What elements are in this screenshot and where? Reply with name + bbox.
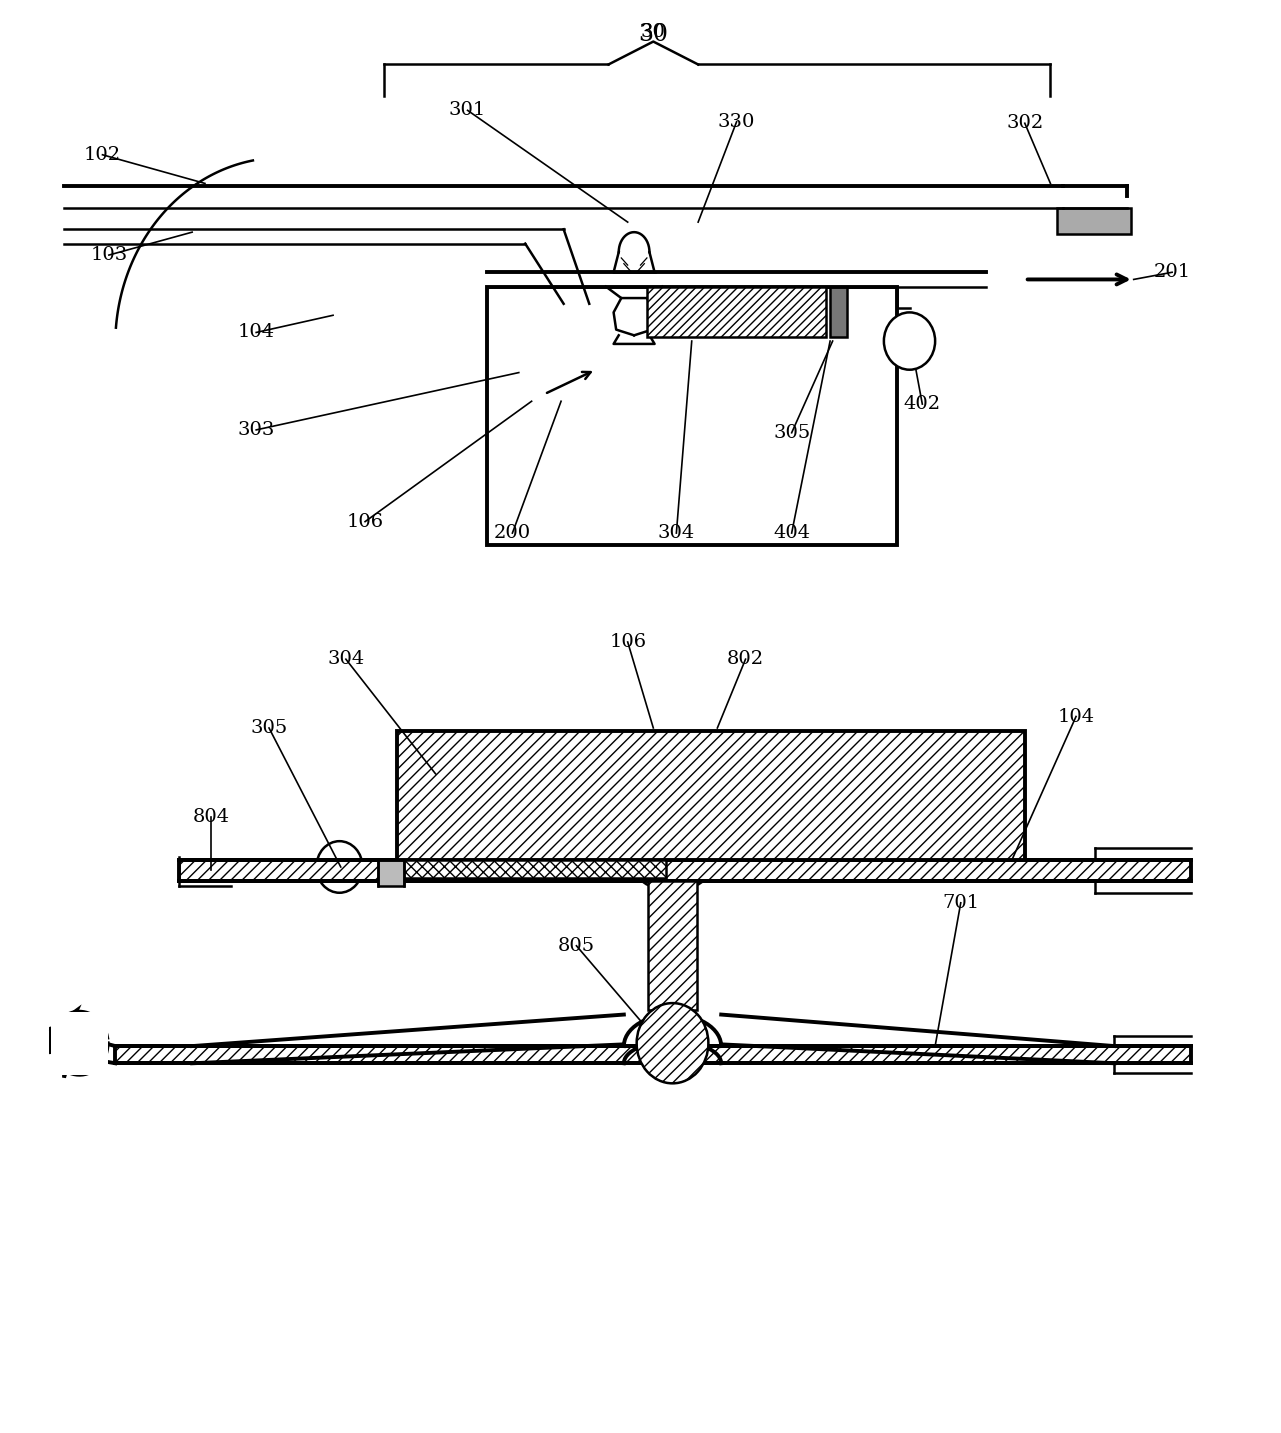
Bar: [51, 1012, 108, 1075]
Bar: [179, 860, 1191, 881]
Text: 802: 802: [728, 651, 763, 668]
Text: 104: 104: [238, 324, 274, 341]
Circle shape: [637, 1003, 708, 1083]
Text: 305: 305: [250, 719, 288, 737]
Bar: [648, 881, 697, 1010]
Text: 805: 805: [559, 937, 594, 954]
Bar: [830, 287, 847, 337]
Text: 303: 303: [237, 421, 275, 438]
Text: 302: 302: [1006, 115, 1044, 132]
Bar: [647, 287, 826, 337]
Circle shape: [316, 841, 363, 893]
Text: 201: 201: [1154, 264, 1190, 281]
Text: 104: 104: [1058, 708, 1094, 725]
Text: 404: 404: [774, 524, 810, 542]
Bar: [397, 860, 666, 878]
Text: 106: 106: [610, 633, 646, 651]
Bar: [1057, 208, 1131, 234]
Text: 30: 30: [640, 23, 666, 40]
Text: 200: 200: [494, 524, 530, 542]
Ellipse shape: [638, 858, 707, 890]
Bar: [115, 1046, 1191, 1063]
Text: 304: 304: [327, 651, 365, 668]
Bar: [487, 287, 897, 545]
Text: 330: 330: [717, 113, 756, 130]
Bar: [397, 731, 1025, 860]
Text: 305: 305: [772, 424, 811, 441]
Text: 106: 106: [347, 513, 383, 530]
Text: 804: 804: [193, 808, 229, 825]
Text: 304: 304: [657, 524, 696, 542]
Text: 30: 30: [638, 23, 669, 46]
Text: 102: 102: [85, 146, 120, 163]
Bar: [378, 860, 404, 886]
Text: 103: 103: [90, 246, 128, 264]
Polygon shape: [51, 1010, 77, 1078]
Text: 402: 402: [904, 396, 940, 413]
Text: 701: 701: [943, 894, 979, 911]
Circle shape: [884, 312, 935, 370]
Text: 301: 301: [448, 102, 487, 119]
